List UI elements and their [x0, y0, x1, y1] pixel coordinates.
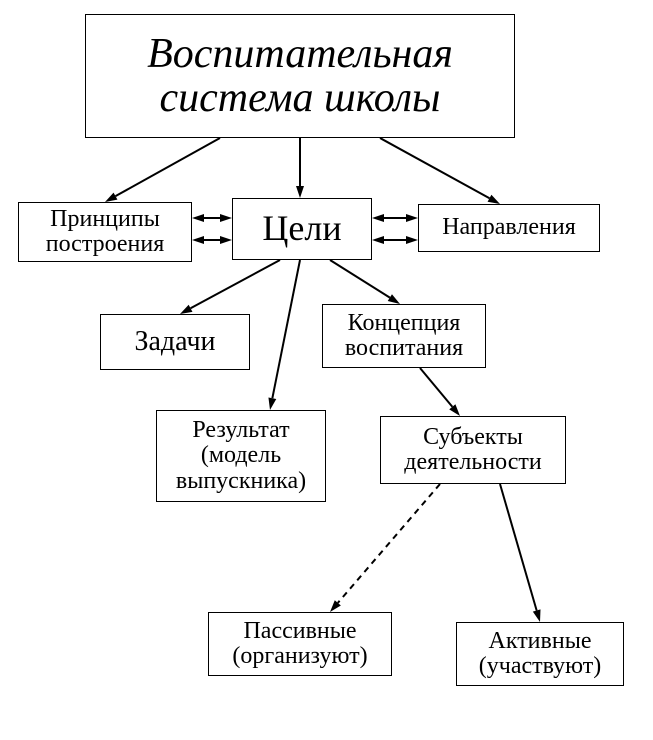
node-tasks: Задачи: [100, 314, 250, 370]
node-principles: Принципы построения: [18, 202, 192, 262]
node-result: Результат (модель выпускника): [156, 410, 326, 502]
node-goals: Цели: [232, 198, 372, 260]
node-subjects: Субъекты деятельности: [380, 416, 566, 484]
node-passive: Пассивные (организуют): [208, 612, 392, 676]
node-title: Воспитательная система школы: [85, 14, 515, 138]
node-directions: Направления: [418, 204, 600, 252]
node-active: Активные (участвуют): [456, 622, 624, 686]
diagram-canvas: Воспитательная система школы Принципы по…: [0, 0, 653, 740]
node-concept: Концепция воспитания: [322, 304, 486, 368]
